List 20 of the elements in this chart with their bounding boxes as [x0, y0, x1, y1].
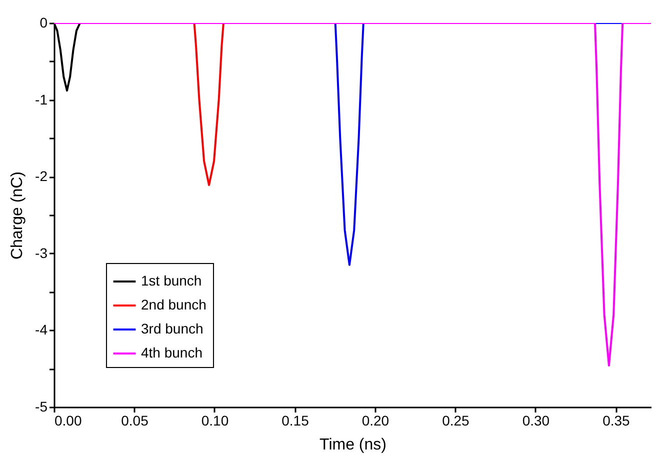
x-tick-label: 0.10	[201, 412, 229, 428]
x-tick-label: 0.00	[54, 412, 82, 428]
x-tick-label: 0.15	[282, 412, 310, 428]
y-tick-label: -4	[35, 322, 48, 338]
x-tick-label: 0.05	[121, 412, 149, 428]
y-axis-title: Charge (nC)	[9, 171, 26, 260]
x-tick-label: 0.30	[522, 412, 550, 428]
y-tick-label: 0	[40, 14, 48, 30]
x-tick-label: 0.20	[362, 412, 390, 428]
legend-label: 1st bunch	[141, 272, 202, 288]
legend-label: 3rd bunch	[141, 320, 204, 336]
y-tick-label: -2	[35, 168, 48, 184]
x-tick-label: 0.25	[442, 412, 470, 428]
legend-label: 4th bunch	[141, 344, 202, 360]
x-tick-label: 0.35	[602, 412, 630, 428]
y-tick-label: -3	[35, 244, 48, 261]
y-tick-label: -5	[35, 398, 48, 414]
x-axis-title: Time (ns)	[320, 436, 386, 454]
legend-label: 2nd bunch	[141, 296, 206, 312]
y-tick-label: -1	[35, 91, 48, 108]
